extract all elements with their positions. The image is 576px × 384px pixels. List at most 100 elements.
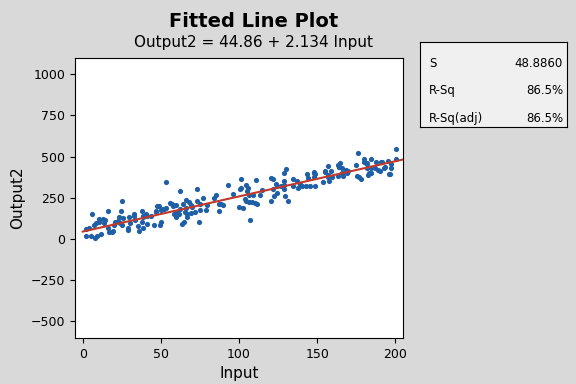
Point bbox=[184, 199, 194, 205]
Point bbox=[103, 208, 112, 214]
Point bbox=[386, 170, 395, 177]
Text: Fitted Line Plot: Fitted Line Plot bbox=[169, 12, 338, 30]
Point bbox=[150, 222, 159, 228]
Point bbox=[269, 185, 278, 192]
Point bbox=[371, 165, 380, 171]
Point bbox=[391, 146, 400, 152]
Point bbox=[131, 217, 140, 223]
Point bbox=[129, 213, 138, 219]
Point bbox=[351, 162, 361, 168]
Point bbox=[338, 172, 347, 179]
Point bbox=[268, 176, 278, 182]
Point bbox=[328, 174, 337, 180]
Point bbox=[109, 222, 118, 228]
Point bbox=[241, 182, 250, 188]
Point bbox=[367, 170, 376, 176]
Point bbox=[323, 174, 332, 180]
Point bbox=[323, 172, 332, 179]
Text: 86.5%: 86.5% bbox=[526, 84, 563, 98]
Point bbox=[92, 220, 101, 227]
Point bbox=[142, 211, 151, 217]
Point bbox=[272, 183, 282, 189]
Point bbox=[236, 176, 245, 182]
Point bbox=[165, 200, 175, 206]
Point bbox=[334, 162, 343, 168]
Point bbox=[126, 220, 135, 226]
Point bbox=[385, 171, 394, 177]
Text: S: S bbox=[429, 58, 437, 70]
Point bbox=[156, 222, 165, 228]
Point bbox=[363, 165, 372, 171]
Point bbox=[118, 222, 127, 228]
Point bbox=[238, 205, 248, 211]
Point bbox=[196, 207, 205, 214]
Point bbox=[362, 160, 371, 166]
Point bbox=[139, 225, 148, 231]
Point bbox=[195, 218, 204, 225]
Point bbox=[257, 187, 266, 194]
Point bbox=[326, 168, 335, 174]
Point bbox=[192, 185, 202, 192]
Point bbox=[250, 200, 259, 206]
Point bbox=[158, 206, 168, 212]
Point bbox=[384, 158, 393, 164]
Point bbox=[364, 170, 373, 176]
Point bbox=[355, 174, 364, 180]
Point bbox=[363, 164, 372, 170]
Point bbox=[111, 218, 120, 225]
Point bbox=[209, 195, 218, 201]
Point bbox=[176, 188, 185, 194]
Point bbox=[90, 222, 99, 228]
Point bbox=[279, 186, 289, 192]
Point bbox=[249, 192, 258, 198]
Point bbox=[309, 169, 318, 175]
Point bbox=[215, 200, 224, 207]
Point bbox=[100, 220, 109, 227]
Point bbox=[343, 168, 353, 174]
Point bbox=[88, 211, 97, 217]
Point bbox=[391, 156, 400, 162]
Point bbox=[198, 195, 207, 201]
Point bbox=[181, 197, 190, 203]
Point bbox=[310, 170, 319, 176]
Point bbox=[245, 217, 255, 223]
Point bbox=[155, 203, 164, 209]
Point bbox=[169, 210, 179, 217]
Point bbox=[283, 198, 293, 204]
Point bbox=[104, 229, 113, 235]
Point bbox=[294, 185, 303, 191]
Point bbox=[357, 175, 366, 182]
Point bbox=[377, 159, 386, 165]
Point bbox=[108, 229, 117, 235]
Point bbox=[123, 225, 132, 232]
Point bbox=[244, 185, 253, 191]
Point bbox=[214, 207, 223, 214]
Point bbox=[271, 181, 281, 187]
Point bbox=[124, 227, 133, 233]
Point bbox=[319, 179, 328, 185]
Point bbox=[363, 172, 372, 178]
Point bbox=[156, 218, 165, 225]
Point bbox=[366, 165, 376, 171]
Point bbox=[161, 205, 170, 211]
Point bbox=[108, 228, 118, 235]
Point bbox=[320, 169, 329, 175]
Point bbox=[240, 196, 249, 202]
Point bbox=[172, 214, 181, 220]
Point bbox=[100, 217, 109, 223]
Point bbox=[138, 213, 147, 219]
Point bbox=[229, 191, 238, 197]
Point bbox=[175, 211, 184, 217]
Point bbox=[281, 166, 290, 172]
Point bbox=[211, 192, 221, 198]
Point bbox=[124, 214, 134, 220]
Point bbox=[138, 208, 147, 214]
Point bbox=[168, 203, 177, 209]
Point bbox=[279, 182, 289, 189]
Point bbox=[247, 199, 256, 205]
Point bbox=[338, 165, 347, 171]
Point bbox=[156, 207, 165, 213]
Point bbox=[373, 167, 382, 173]
Point bbox=[115, 214, 124, 220]
Point bbox=[251, 176, 260, 182]
